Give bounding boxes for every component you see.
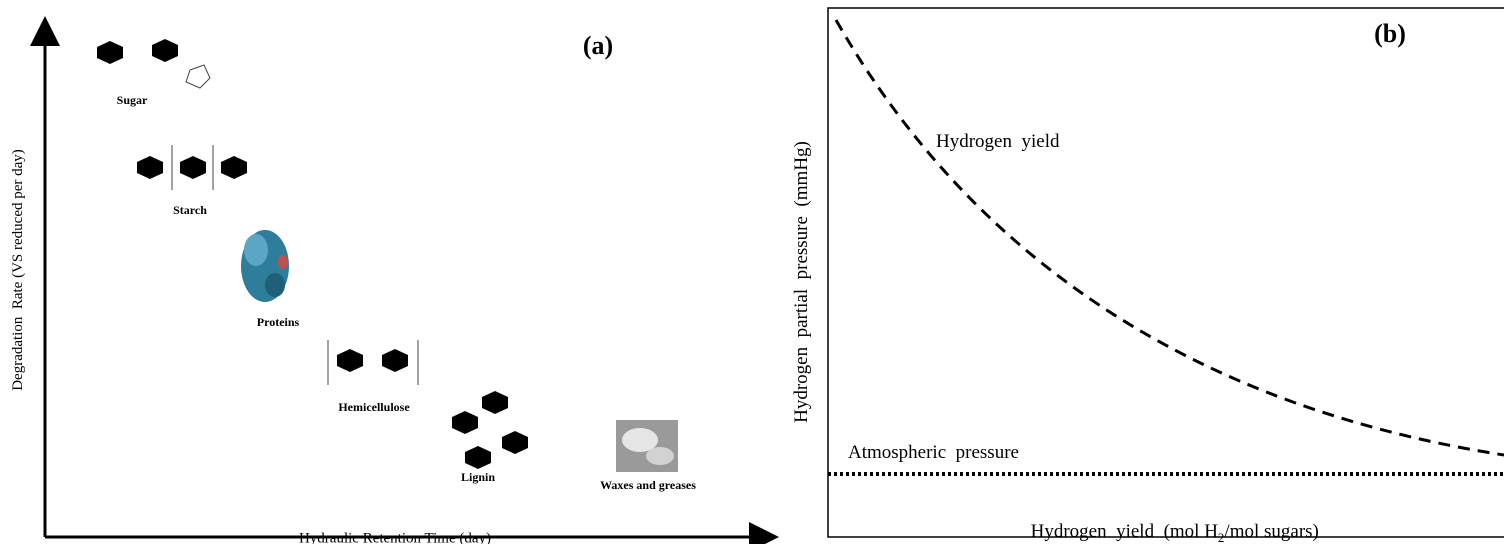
y-axis-label: Degradation Rate (VS reduced per day) xyxy=(10,149,26,391)
x-axis-label-subscript: 2 xyxy=(1218,530,1225,544)
panel-b: Hydrogen partial pressure (mmHg) Hydroge… xyxy=(791,7,1504,545)
wax-image xyxy=(616,420,678,472)
compound-label: Waxes and greases xyxy=(600,478,696,492)
compound-label: Proteins xyxy=(257,315,300,329)
hemicellulose-structure xyxy=(327,340,419,385)
x-axis-label-text: Hydrogen yield (mol H xyxy=(1031,521,1219,542)
lignin-structure xyxy=(445,383,535,469)
panel-label: (a) xyxy=(583,31,613,60)
compound-label: Sugar xyxy=(117,93,148,107)
curve-label: Hydrogen yield xyxy=(936,131,1060,152)
x-axis-label: Hydrogen yield (mol H2/mol sugars) xyxy=(997,521,1342,544)
x-axis-label: Hydraulic Retention Time (day) xyxy=(299,531,491,545)
baseline-label: Atmospheric pressure xyxy=(848,442,1019,463)
panel-label: (b) xyxy=(1374,19,1406,48)
x-axis-label-text: /mol sugars) xyxy=(1224,521,1318,542)
y-axis-label: Hydrogen partial pressure (mmHg) xyxy=(791,141,812,423)
compound-label: Starch xyxy=(173,203,207,217)
compound-label: Hemicellulose xyxy=(338,400,410,414)
panel-a: Degradation Rate (VS reduced per day) Hy… xyxy=(10,16,779,549)
compound-label: Lignin xyxy=(461,470,495,484)
protein-structure xyxy=(241,230,289,302)
hydrogen-yield-curve xyxy=(834,19,1504,457)
starch-structure xyxy=(130,145,254,190)
sugar-structure xyxy=(90,31,211,89)
plot-frame xyxy=(827,7,1504,538)
